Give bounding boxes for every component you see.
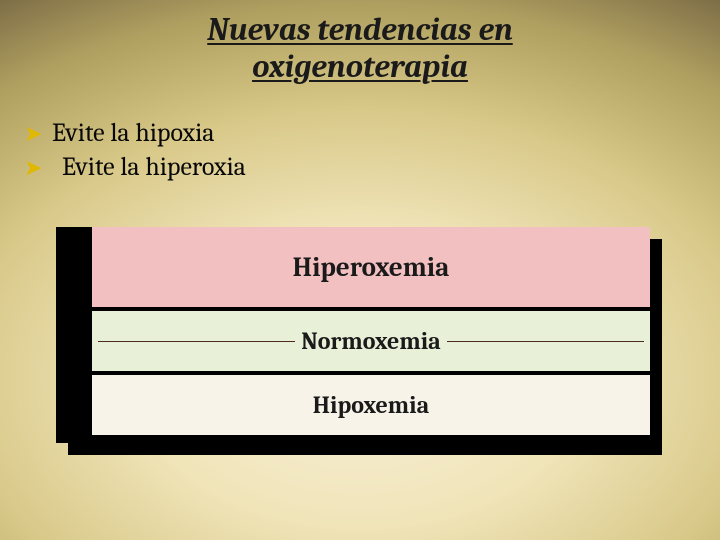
band-label: Hipoxemia <box>313 391 429 419</box>
oxemia-panel: Hiperoxemia Normoxemia Hipoxemia <box>56 227 650 443</box>
slide-title: Nuevas tendencias en oxigenoterapia <box>0 12 720 86</box>
bullet-item: ➤ Evite la hipoxia <box>24 118 684 148</box>
band-hipoxemia: Hipoxemia <box>92 375 650 435</box>
band-label: Hiperoxemia <box>293 252 450 283</box>
band-hiperoxemia: Hiperoxemia <box>92 227 650 307</box>
bullet-glyph-icon: ➤ <box>24 155 52 181</box>
title-line-2: oxigenoterapia <box>0 49 720 86</box>
title-line-1: Nuevas tendencias en <box>0 12 720 49</box>
band-normoxemia: Normoxemia <box>92 311 650 371</box>
bullet-text: Evite la hiperoxia <box>52 152 246 182</box>
bullet-glyph-icon: ➤ <box>24 121 52 147</box>
bullet-list: ➤ Evite la hipoxia ➤ Evite la hiperoxia <box>24 118 684 186</box>
bullet-item: ➤ Evite la hiperoxia <box>24 152 684 182</box>
bullet-text: Evite la hipoxia <box>52 118 215 148</box>
band-label: Normoxemia <box>295 327 446 355</box>
